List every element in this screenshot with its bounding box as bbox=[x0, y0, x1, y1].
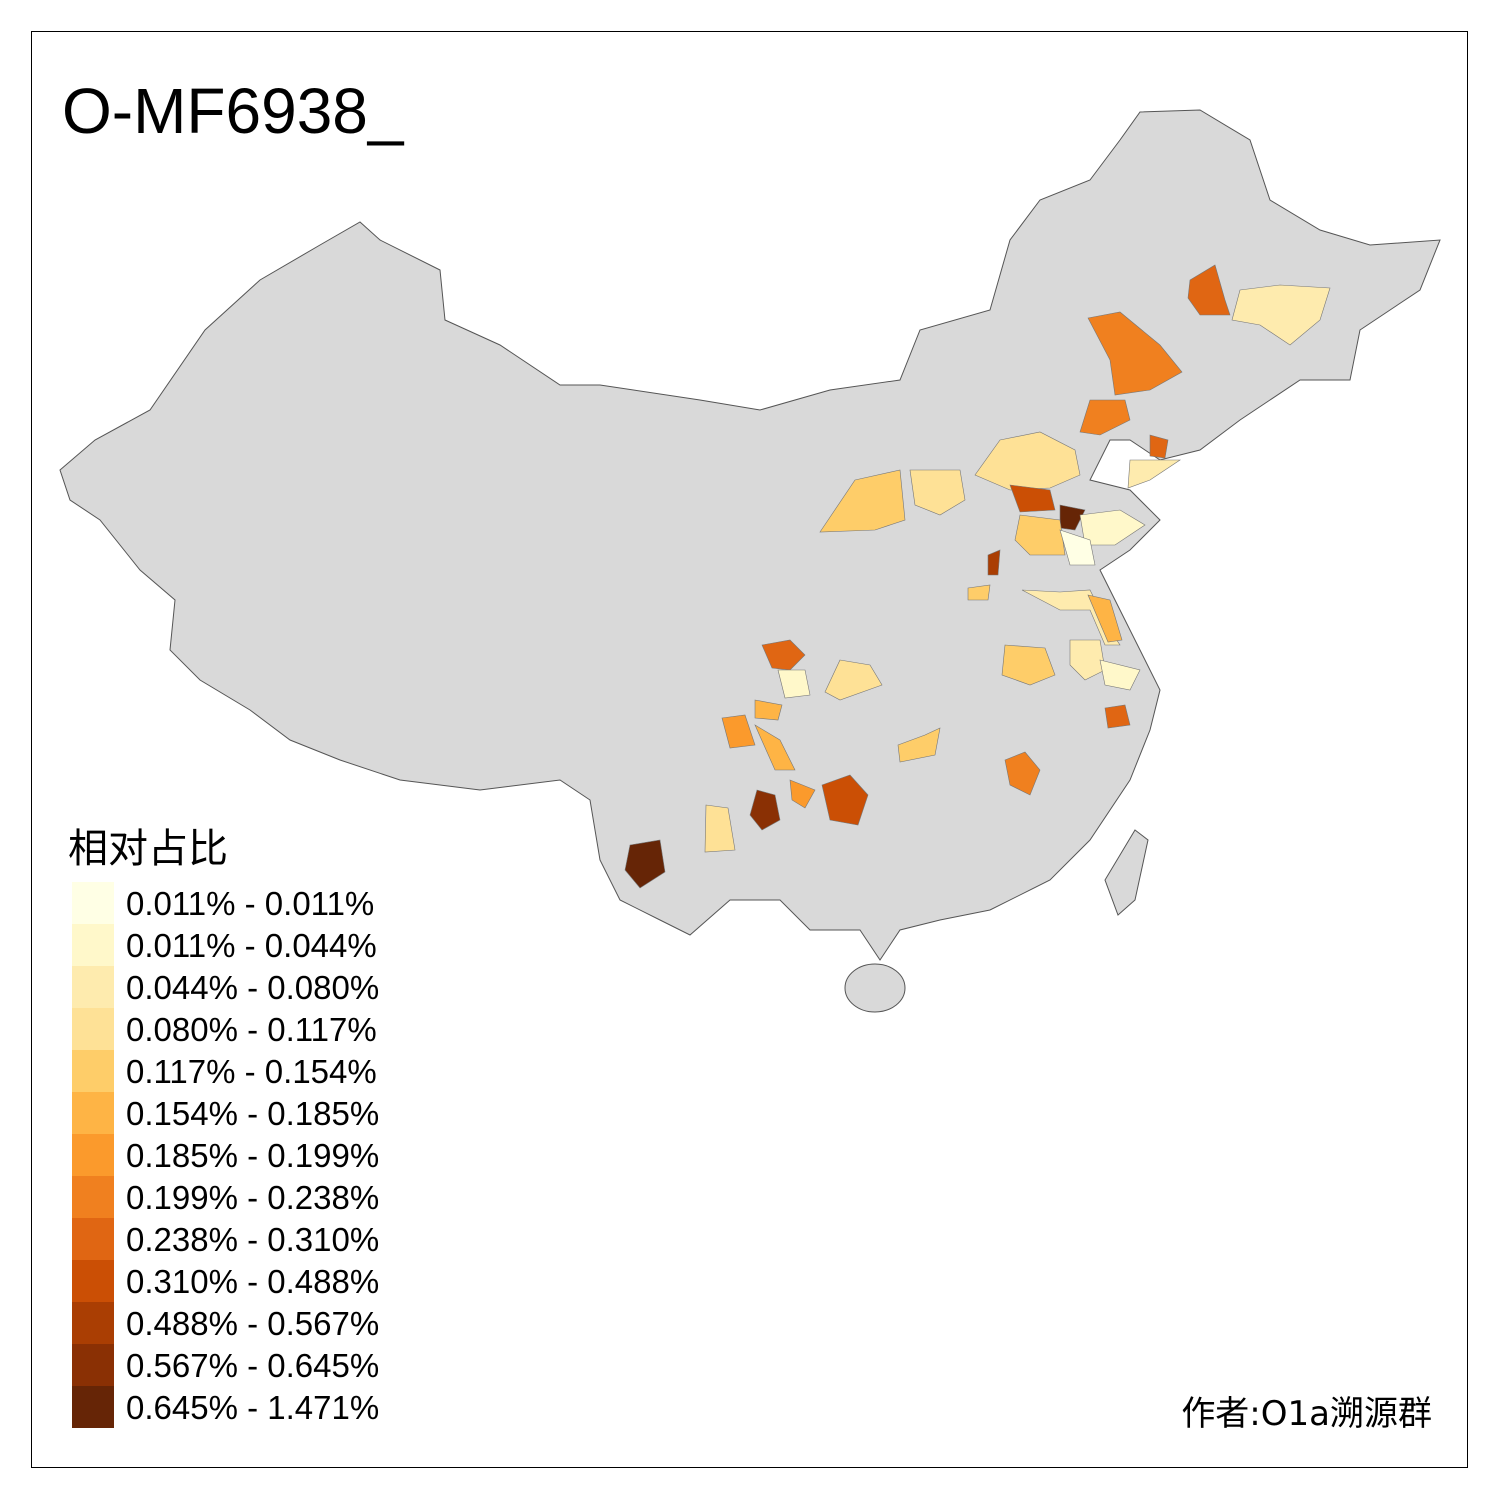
hainan-island bbox=[844, 963, 906, 1013]
legend-swatch bbox=[72, 1302, 114, 1344]
legend-label: 0.011% - 0.011% bbox=[126, 885, 375, 922]
region bbox=[761, 639, 806, 671]
region bbox=[1087, 594, 1123, 643]
legend-item: 0.011% - 0.011% bbox=[72, 882, 472, 924]
region bbox=[754, 699, 783, 721]
region bbox=[1009, 484, 1056, 513]
figure-frame bbox=[31, 31, 1468, 1468]
legend-item: 0.044% - 0.080% bbox=[72, 966, 472, 1008]
legend-label: 0.238% - 0.310% bbox=[126, 1221, 380, 1258]
region bbox=[824, 659, 883, 701]
region bbox=[749, 789, 781, 831]
region bbox=[987, 549, 1001, 576]
region bbox=[721, 714, 756, 749]
region bbox=[909, 469, 966, 516]
regions-layer bbox=[624, 264, 1331, 889]
legend-label: 0.080% - 0.117% bbox=[126, 1011, 377, 1048]
legend-swatch bbox=[72, 924, 114, 966]
region bbox=[1001, 644, 1056, 686]
legend-label: 0.154% - 0.185% bbox=[126, 1095, 380, 1132]
region bbox=[777, 669, 811, 699]
region bbox=[1087, 311, 1183, 396]
legend-label: 0.185% - 0.199% bbox=[126, 1137, 380, 1174]
region bbox=[1187, 264, 1231, 316]
region bbox=[821, 774, 869, 826]
legend-label: 0.044% - 0.080% bbox=[126, 969, 380, 1006]
region bbox=[1059, 529, 1096, 566]
legend-swatch bbox=[72, 1092, 114, 1134]
legend-label: 0.488% - 0.567% bbox=[126, 1305, 380, 1342]
legend-item: 0.080% - 0.117% bbox=[72, 1008, 472, 1050]
region bbox=[1231, 284, 1331, 346]
legend-swatch bbox=[72, 1344, 114, 1386]
legend-label: 0.011% - 0.044% bbox=[126, 927, 377, 964]
region bbox=[1149, 434, 1169, 459]
legend-swatch bbox=[72, 1218, 114, 1260]
china-outline bbox=[59, 109, 1441, 961]
region bbox=[1069, 639, 1106, 681]
map-title: O-MF6938_ bbox=[62, 75, 404, 147]
region bbox=[1014, 514, 1066, 556]
region bbox=[1079, 399, 1131, 436]
legend-item: 0.567% - 0.645% bbox=[72, 1344, 472, 1386]
legend-label: 0.117% - 0.154% bbox=[126, 1053, 377, 1090]
legend-item: 0.185% - 0.199% bbox=[72, 1134, 472, 1176]
region bbox=[754, 724, 796, 771]
legend-item: 0.117% - 0.154% bbox=[72, 1050, 472, 1092]
legend-swatch bbox=[72, 1134, 114, 1176]
region bbox=[897, 727, 941, 763]
legend-item: 0.310% - 0.488% bbox=[72, 1260, 472, 1302]
region bbox=[789, 779, 816, 809]
region bbox=[974, 431, 1081, 491]
legend-item: 0.645% - 1.471% bbox=[72, 1386, 472, 1428]
region bbox=[819, 469, 906, 533]
legend-item: 0.238% - 0.310% bbox=[72, 1218, 472, 1260]
legend-swatch bbox=[72, 1050, 114, 1092]
legend-swatch bbox=[72, 1176, 114, 1218]
legend-swatch bbox=[72, 882, 114, 924]
legend-swatch bbox=[72, 1008, 114, 1050]
legend-label: 0.310% - 0.488% bbox=[126, 1263, 380, 1300]
region bbox=[967, 584, 991, 601]
region bbox=[624, 839, 666, 889]
author-credit: 作者:O1a溯源群 bbox=[1181, 1394, 1432, 1434]
region bbox=[704, 804, 736, 853]
region bbox=[1004, 751, 1041, 796]
legend-item: 0.199% - 0.238% bbox=[72, 1176, 472, 1218]
legend-swatch bbox=[72, 1386, 114, 1428]
legend-item: 0.011% - 0.044% bbox=[72, 924, 472, 966]
region bbox=[1099, 659, 1141, 691]
legend-label: 0.567% - 0.645% bbox=[126, 1347, 380, 1384]
legend-swatch bbox=[72, 1260, 114, 1302]
legend-item: 0.154% - 0.185% bbox=[72, 1092, 472, 1134]
region bbox=[1127, 459, 1181, 489]
legend-swatch bbox=[72, 966, 114, 1008]
legend-label: 0.199% - 0.238% bbox=[126, 1179, 380, 1216]
legend-label: 0.645% - 1.471% bbox=[126, 1389, 380, 1426]
region bbox=[1104, 704, 1131, 729]
legend-item: 0.488% - 0.567% bbox=[72, 1302, 472, 1344]
legend-title: 相对占比 bbox=[68, 826, 228, 872]
taiwan-island bbox=[1104, 829, 1149, 916]
